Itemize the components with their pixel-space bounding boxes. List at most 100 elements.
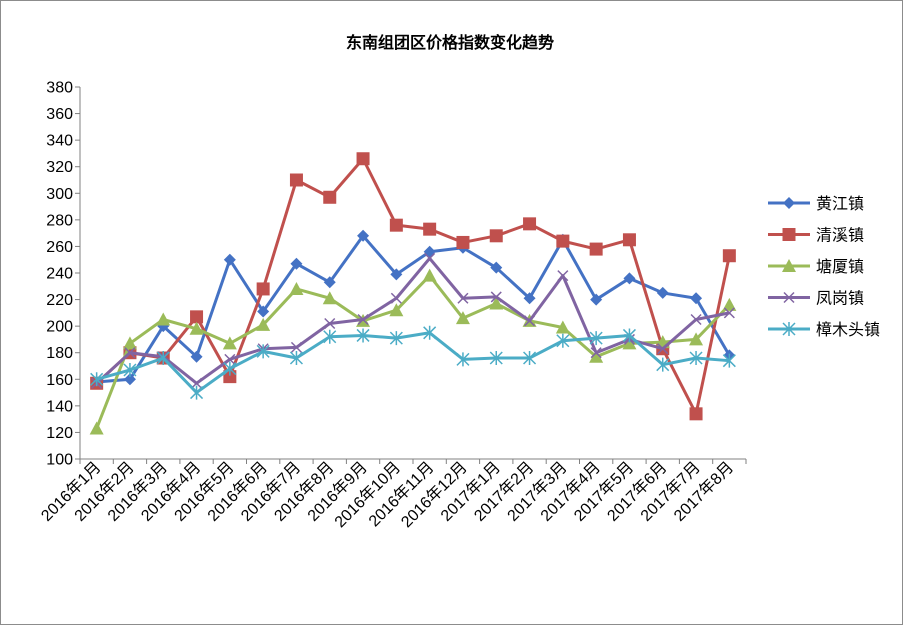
data-point: [389, 331, 403, 346]
data-point: [224, 353, 236, 365]
y-tick-label: 180: [46, 345, 73, 362]
data-point: [156, 312, 171, 326]
data-point: [256, 282, 270, 296]
data-point: [256, 344, 270, 359]
y-tick-label: 100: [46, 452, 73, 469]
y-tick-label: 300: [46, 186, 73, 203]
data-point: [589, 349, 604, 363]
data-point: [190, 350, 203, 363]
legend-item: 塘厦镇: [768, 257, 864, 276]
y-tick-label: 340: [46, 133, 73, 150]
legend-label: 清溪镇: [816, 226, 864, 245]
data-point: [390, 268, 403, 281]
data-point: [256, 317, 271, 331]
data-point: [689, 351, 703, 366]
data-point: [191, 377, 203, 389]
legend-label: 樟木头镇: [816, 320, 880, 339]
data-point: [555, 320, 570, 334]
data-point: [190, 385, 204, 400]
data-point: [622, 336, 637, 350]
series-line: [95, 274, 731, 429]
data-point: [490, 291, 502, 303]
data-point: [523, 351, 537, 366]
y-tick-label: 280: [46, 212, 73, 229]
data-point: [356, 152, 370, 166]
data-point: [156, 351, 170, 366]
data-point: [189, 321, 204, 335]
data-point: [489, 229, 503, 243]
data-point: [90, 372, 104, 387]
data-point: [122, 336, 137, 350]
data-point: [590, 347, 602, 359]
series-4: [91, 252, 735, 389]
legend-item: 黄江镇: [768, 194, 864, 213]
series-line: [95, 157, 731, 416]
data-point: [656, 286, 669, 299]
series-group: [89, 152, 737, 435]
data-point: [323, 276, 336, 289]
chart-title: 东南组团区价格指数变化趋势: [346, 33, 554, 52]
series-2: [90, 152, 736, 421]
data-point: [489, 296, 504, 310]
data-point: [490, 261, 503, 274]
data-point: [783, 291, 795, 304]
data-point: [389, 303, 404, 317]
data-point: [590, 293, 603, 306]
x-axis: 2016年1月2016年2月2016年3月2016年4月2016年5月2016年…: [38, 458, 747, 531]
legend-item: 樟木头镇: [768, 320, 880, 339]
data-point: [556, 234, 570, 248]
data-point: [289, 351, 303, 366]
legend-item: 清溪镇: [768, 226, 864, 245]
data-point: [722, 353, 736, 368]
y-tick-label: 360: [46, 106, 73, 123]
y-tick-label: 220: [46, 292, 73, 309]
y-tick-label: 140: [46, 398, 73, 415]
data-point: [782, 322, 796, 336]
series-1: [90, 229, 736, 388]
series-line: [96, 234, 731, 384]
y-tick-label: 260: [46, 239, 73, 256]
data-point: [423, 325, 437, 340]
data-point: [190, 310, 204, 324]
data-point: [357, 229, 370, 242]
legend-label: 黄江镇: [816, 194, 864, 213]
data-point: [489, 351, 503, 366]
data-point: [557, 270, 569, 282]
data-point: [123, 373, 136, 386]
data-point: [289, 173, 303, 187]
data-point: [783, 197, 795, 209]
data-point: [656, 357, 670, 372]
data-point: [424, 252, 436, 264]
data-point: [722, 297, 737, 311]
data-point: [589, 331, 603, 346]
data-point: [323, 190, 337, 204]
data-point: [89, 421, 104, 435]
data-point: [322, 291, 337, 305]
data-point: [689, 407, 703, 421]
series-line: [96, 331, 730, 395]
data-point: [524, 315, 536, 327]
legend-label: 塘厦镇: [816, 257, 864, 276]
legend-label: 凤岗镇: [816, 289, 864, 308]
data-point: [357, 313, 369, 326]
y-tick-label: 200: [46, 319, 73, 336]
data-point: [324, 317, 336, 330]
data-point: [423, 222, 437, 236]
data-point: [456, 235, 470, 249]
data-point: [390, 292, 402, 304]
data-point: [722, 249, 736, 263]
data-point: [222, 336, 237, 350]
data-point: [455, 311, 470, 325]
data-point: [323, 329, 337, 344]
legend-item: 凤岗镇: [768, 289, 864, 308]
y-tick-label: 160: [46, 372, 73, 389]
y-tick-label: 240: [46, 266, 73, 283]
data-point: [589, 242, 603, 256]
y-tick-label: 120: [46, 425, 73, 442]
data-point: [123, 362, 137, 377]
data-point: [389, 218, 403, 232]
data-point: [124, 347, 136, 359]
data-point: [782, 259, 796, 272]
data-point: [257, 305, 270, 318]
